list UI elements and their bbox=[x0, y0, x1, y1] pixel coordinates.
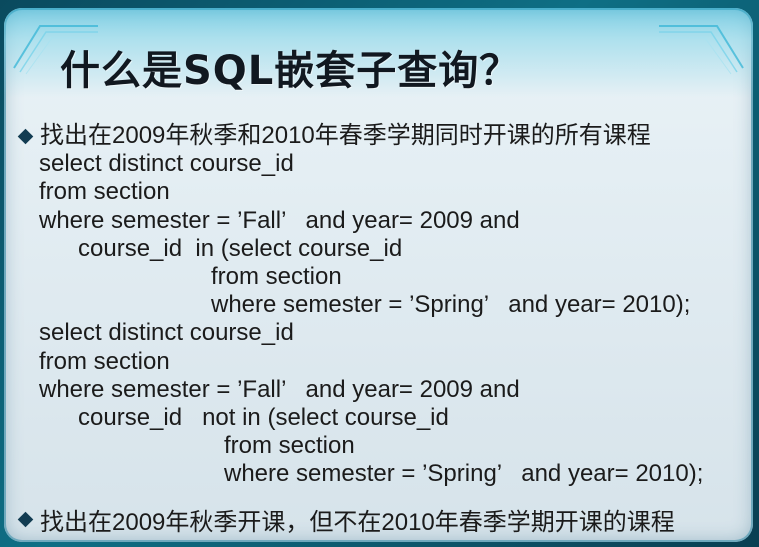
code-line: where semester = ’Fall’ and year= 2009 a… bbox=[39, 206, 520, 234]
code-line: select distinct course_id bbox=[39, 319, 294, 347]
decorative-lines-icon bbox=[659, 25, 744, 75]
bullet-item: 找出在2009年秋季和2010年春季学期同时开课的所有课程 bbox=[14, 122, 744, 150]
code-line: course_id in (select course_id bbox=[78, 234, 403, 262]
code-line: from section bbox=[39, 178, 170, 206]
code-line: where semester = ’Fall’ and year= 2009 a… bbox=[39, 375, 520, 403]
diamond-bullet-icon bbox=[17, 128, 34, 144]
code-line: select distinct course_id bbox=[39, 150, 294, 178]
bullet-text: 找出在2009年秋季开课，但不在2010年春季学期开课的课程 bbox=[40, 509, 675, 536]
bullet-text: 找出在2009年秋季和2010年春季学期同时开课的所有课程 bbox=[40, 122, 651, 149]
code-line: where semester = ’Spring’ and year= 2010… bbox=[211, 291, 691, 319]
slide-frame: 什么是SQL嵌套子查询？ bbox=[4, 8, 753, 542]
slide-content: 找出在2009年秋季和2010年春季学期同时开课的所有课程 select dis… bbox=[14, 122, 744, 488]
diamond-bullet-icon bbox=[17, 511, 34, 528]
code-line: from section bbox=[224, 432, 355, 460]
decorative-lines-icon bbox=[13, 25, 98, 75]
code-line: from section bbox=[39, 347, 170, 375]
code-line: where semester = ’Spring’ and year= 2010… bbox=[224, 460, 704, 488]
slide-title: 什么是SQL嵌套子查询？ bbox=[60, 48, 521, 94]
code-line: from section bbox=[211, 262, 342, 290]
bullet-item: 找出在2009年秋季开课，但不在2010年春季学期开课的课程 bbox=[14, 502, 675, 537]
code-line: course_id not in (select course_id bbox=[78, 403, 449, 431]
